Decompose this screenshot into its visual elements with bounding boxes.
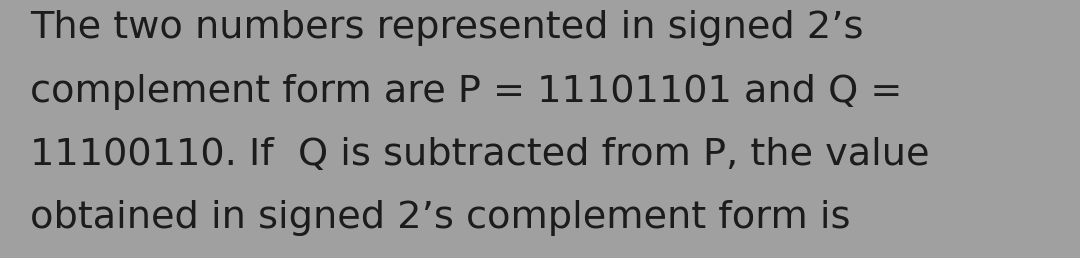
Text: complement form are P = 11101101 and Q =: complement form are P = 11101101 and Q = — [30, 74, 903, 110]
Text: The two numbers represented in signed 2’s: The two numbers represented in signed 2’… — [30, 10, 864, 46]
Text: 11100110. If  Q is subtracted from P, the value: 11100110. If Q is subtracted from P, the… — [30, 137, 930, 173]
Text: obtained in signed 2’s complement form is: obtained in signed 2’s complement form i… — [30, 200, 851, 236]
